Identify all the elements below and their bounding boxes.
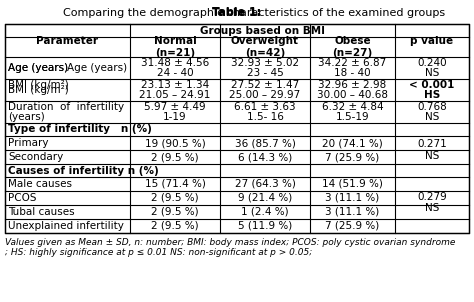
Text: 1.5- 16: 1.5- 16 bbox=[246, 112, 283, 122]
Text: 7 (25.9 %): 7 (25.9 %) bbox=[325, 221, 380, 231]
Text: Overweight
(n=42): Overweight (n=42) bbox=[231, 36, 299, 58]
Text: Normal
(n=21): Normal (n=21) bbox=[154, 36, 196, 58]
Text: BMI (kg/m²): BMI (kg/m²) bbox=[8, 85, 69, 95]
Text: 3 (11.1 %): 3 (11.1 %) bbox=[325, 207, 380, 217]
Text: Table 1:: Table 1: bbox=[212, 8, 262, 18]
Text: 30.00 – 40.68: 30.00 – 40.68 bbox=[317, 90, 388, 100]
Text: NS: NS bbox=[425, 203, 439, 213]
Text: 2 (9.5 %): 2 (9.5 %) bbox=[151, 152, 199, 162]
Text: 32.96 ± 2.98: 32.96 ± 2.98 bbox=[319, 80, 387, 90]
Text: PCOS: PCOS bbox=[8, 193, 36, 203]
Text: Table 1:: Table 1: bbox=[212, 7, 262, 17]
Text: (years): (years) bbox=[8, 112, 45, 122]
Text: BMI (kg/m²): BMI (kg/m²) bbox=[8, 80, 69, 90]
Text: 0.271: 0.271 bbox=[417, 139, 447, 149]
Text: 23.13 ± 1.34: 23.13 ± 1.34 bbox=[141, 80, 209, 90]
Text: 6.32 ± 4.84: 6.32 ± 4.84 bbox=[322, 102, 383, 112]
Text: Parameter: Parameter bbox=[36, 36, 99, 46]
Text: Tubal causes: Tubal causes bbox=[8, 207, 74, 217]
Text: 3 (11.1 %): 3 (11.1 %) bbox=[325, 193, 380, 203]
Text: 0.768: 0.768 bbox=[417, 102, 447, 112]
Text: Age (years): Age (years) bbox=[67, 63, 128, 73]
Text: 6 (14.3 %): 6 (14.3 %) bbox=[238, 152, 292, 162]
Text: 19 (90.5 %): 19 (90.5 %) bbox=[145, 138, 205, 148]
Text: 24 - 40: 24 - 40 bbox=[157, 68, 193, 78]
Text: 20 (74.1 %): 20 (74.1 %) bbox=[322, 138, 383, 148]
Text: Age (years): Age (years) bbox=[8, 63, 68, 73]
Text: 21.05 – 24.91: 21.05 – 24.91 bbox=[139, 90, 210, 100]
Text: Causes of infertility n (%): Causes of infertility n (%) bbox=[8, 165, 159, 175]
Text: 27 (64.3 %): 27 (64.3 %) bbox=[235, 179, 295, 189]
Text: NS: NS bbox=[425, 151, 439, 161]
Text: 25.00 – 29.97: 25.00 – 29.97 bbox=[229, 90, 301, 100]
Text: 23 - 45: 23 - 45 bbox=[246, 68, 283, 78]
Text: Obese
(n=27): Obese (n=27) bbox=[332, 36, 373, 58]
Text: Age (years): Age (years) bbox=[8, 63, 68, 73]
Text: 1 (2.4 %): 1 (2.4 %) bbox=[241, 207, 289, 217]
Text: < 0.001: < 0.001 bbox=[410, 80, 455, 90]
Text: 27.52 ± 1.47: 27.52 ± 1.47 bbox=[231, 80, 299, 90]
Text: 5.97 ± 4.49: 5.97 ± 4.49 bbox=[144, 102, 206, 112]
Text: 34.22 ± 6.87: 34.22 ± 6.87 bbox=[319, 58, 387, 68]
Text: 7 (25.9 %): 7 (25.9 %) bbox=[325, 152, 380, 162]
Text: 18 - 40: 18 - 40 bbox=[334, 68, 371, 78]
Text: 14 (51.9 %): 14 (51.9 %) bbox=[322, 179, 383, 189]
Text: 6.61 ± 3.63: 6.61 ± 3.63 bbox=[234, 102, 296, 112]
Bar bbox=[5, 24, 469, 233]
Text: 2 (9.5 %): 2 (9.5 %) bbox=[151, 193, 199, 203]
Text: 5 (11.9 %): 5 (11.9 %) bbox=[238, 221, 292, 231]
Text: 2 (9.5 %): 2 (9.5 %) bbox=[151, 207, 199, 217]
Text: Unexplained infertility: Unexplained infertility bbox=[8, 221, 124, 231]
Text: Values given as Mean ± SD, n: number; BMI: body mass index; PCOS: poly cystic ov: Values given as Mean ± SD, n: number; BM… bbox=[5, 238, 456, 247]
Text: 1.5-19: 1.5-19 bbox=[336, 112, 369, 122]
Text: Groups based on BMI: Groups based on BMI bbox=[200, 25, 325, 36]
Text: Primary: Primary bbox=[8, 138, 48, 148]
Text: Comparing the demographic characteristics of the examined groups: Comparing the demographic characteristic… bbox=[28, 8, 446, 18]
Text: Male causes: Male causes bbox=[8, 179, 72, 189]
Text: Type of infertility   n (%): Type of infertility n (%) bbox=[8, 124, 152, 134]
Text: 2 (9.5 %): 2 (9.5 %) bbox=[151, 221, 199, 231]
Text: 0.279: 0.279 bbox=[417, 191, 447, 202]
Text: 36 (85.7 %): 36 (85.7 %) bbox=[235, 138, 295, 148]
Text: Duration  of  infertility: Duration of infertility bbox=[8, 102, 124, 112]
Text: ; HS: highly significance at p ≤ 0.01 NS: non-significant at p > 0.05;: ; HS: highly significance at p ≤ 0.01 NS… bbox=[5, 248, 312, 257]
Text: NS: NS bbox=[425, 112, 439, 122]
Text: 9 (21.4 %): 9 (21.4 %) bbox=[238, 193, 292, 203]
Text: 31.48 ± 4.56: 31.48 ± 4.56 bbox=[141, 58, 209, 68]
Text: NS: NS bbox=[425, 69, 439, 79]
Text: HS: HS bbox=[424, 90, 440, 100]
Text: 15 (71.4 %): 15 (71.4 %) bbox=[145, 179, 205, 189]
Text: p value: p value bbox=[410, 36, 454, 46]
Text: Secondary: Secondary bbox=[8, 152, 63, 162]
Text: 32.93 ± 5.02: 32.93 ± 5.02 bbox=[231, 58, 299, 68]
Text: 1-19: 1-19 bbox=[163, 112, 187, 122]
Text: 0.240: 0.240 bbox=[417, 57, 447, 68]
